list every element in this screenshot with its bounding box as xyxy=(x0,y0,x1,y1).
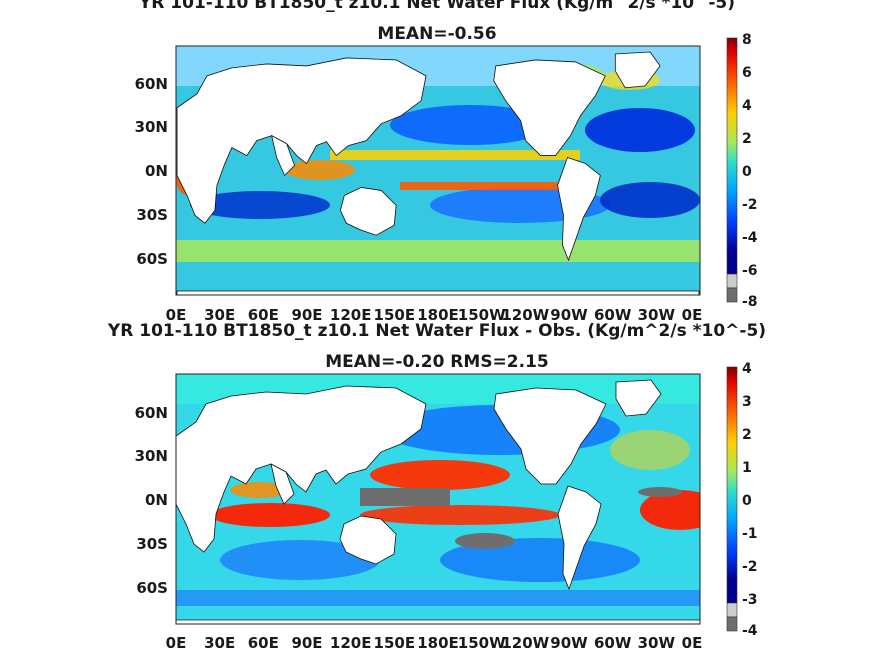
x-tick: 150W xyxy=(458,634,506,652)
y-tick: 60N xyxy=(135,404,168,422)
colorbar-tick: -4 xyxy=(742,623,758,639)
x-tick: 120E xyxy=(330,306,372,324)
colorbar-tick: 4 xyxy=(742,361,752,377)
panel-2-frame xyxy=(175,373,701,625)
x-tick: 90E xyxy=(291,634,322,652)
y-tick: 30N xyxy=(135,447,168,465)
x-tick: 30E xyxy=(204,634,235,652)
x-tick: 30W xyxy=(638,634,676,652)
colorbar-tick: -8 xyxy=(742,294,758,310)
panel-1-subtitle: MEAN=-0.56 xyxy=(377,24,496,44)
panel-1-frame xyxy=(175,45,701,296)
y-tick: 60S xyxy=(136,250,168,268)
colorbar-tick: -6 xyxy=(742,263,758,279)
x-tick: 0E xyxy=(166,634,187,652)
panel-2-title: YR 101-110 BT1850_t z10.1 Net Water Flux… xyxy=(107,321,766,341)
x-tick: 150E xyxy=(374,306,416,324)
x-tick: 120W xyxy=(501,634,549,652)
colorbar-tick: 2 xyxy=(742,131,752,147)
x-tick: 30E xyxy=(204,306,235,324)
x-tick: 60W xyxy=(594,634,632,652)
x-tick: 150E xyxy=(374,634,416,652)
colorbar-tick: 3 xyxy=(742,394,752,410)
x-tick: 120E xyxy=(330,634,372,652)
panel-2-x-ticks: 0E 30E 60E 90E 120E 150E 180E 150W 120W … xyxy=(166,634,703,652)
colorbar-tick: 4 xyxy=(742,98,752,114)
colorbar-tick: 0 xyxy=(742,164,752,180)
x-tick: 0E xyxy=(166,306,187,324)
panel-1-x-ticks: 0E 30E 60E 90E 120E 150E 180E 150W 120W … xyxy=(166,306,703,324)
y-tick: 60S xyxy=(136,579,168,597)
colorbar-tick: 0 xyxy=(742,493,752,509)
x-tick: 0E xyxy=(682,634,703,652)
x-tick: 30W xyxy=(638,306,676,324)
panel-1-colorbar: 8 6 4 2 0 -2 -4 -6 -8 xyxy=(726,32,758,310)
x-tick: 60E xyxy=(248,634,279,652)
colorbar-tick: -2 xyxy=(742,559,758,575)
x-tick: 90W xyxy=(550,634,588,652)
y-tick: 30S xyxy=(136,206,168,224)
panel-1-y-ticks: 60N 30N 0N 30S 60S xyxy=(135,75,168,268)
colorbar-tick: 6 xyxy=(742,65,752,81)
x-tick: 90W xyxy=(550,306,588,324)
panel-2-y-ticks: 60N 30N 0N 30S 60S xyxy=(135,404,168,597)
panel-2-colorbar: 4 3 2 1 0 -1 -2 -3 -4 xyxy=(726,361,758,639)
y-tick: 0N xyxy=(145,491,168,509)
colorbar-tick: 8 xyxy=(742,32,752,48)
y-tick: 30S xyxy=(136,535,168,553)
panel-2: YR 101-110 BT1850_t z10.1 Net Water Flux… xyxy=(107,321,766,652)
x-tick: 150W xyxy=(458,306,506,324)
colorbar-tick: 1 xyxy=(742,460,752,476)
panel-1: YR 101-110 BT1850_t z10.1 Net Water Flux… xyxy=(135,0,758,324)
colorbar-tick: -3 xyxy=(742,592,758,608)
x-tick: 60W xyxy=(594,306,632,324)
x-tick: 90E xyxy=(291,306,322,324)
x-tick: 120W xyxy=(501,306,549,324)
x-tick: 180E xyxy=(417,306,459,324)
y-tick: 0N xyxy=(145,162,168,180)
colorbar-tick: -2 xyxy=(742,197,758,213)
colorbar-tick: -1 xyxy=(742,526,758,542)
x-tick: 180E xyxy=(417,634,459,652)
panel-1-map xyxy=(176,46,700,295)
x-tick: 0E xyxy=(682,306,703,324)
y-tick: 30N xyxy=(135,118,168,136)
y-tick: 60N xyxy=(135,75,168,93)
colorbar-tick: -4 xyxy=(742,230,758,246)
panel-2-subtitle: MEAN=-0.20 RMS=2.15 xyxy=(325,352,549,372)
panel-2-map xyxy=(176,374,700,624)
panel-1-title: YR 101-110 BT1850_t z10.1 Net Water Flux… xyxy=(138,0,735,13)
colorbar-tick: 2 xyxy=(742,427,752,443)
x-tick: 60E xyxy=(248,306,279,324)
